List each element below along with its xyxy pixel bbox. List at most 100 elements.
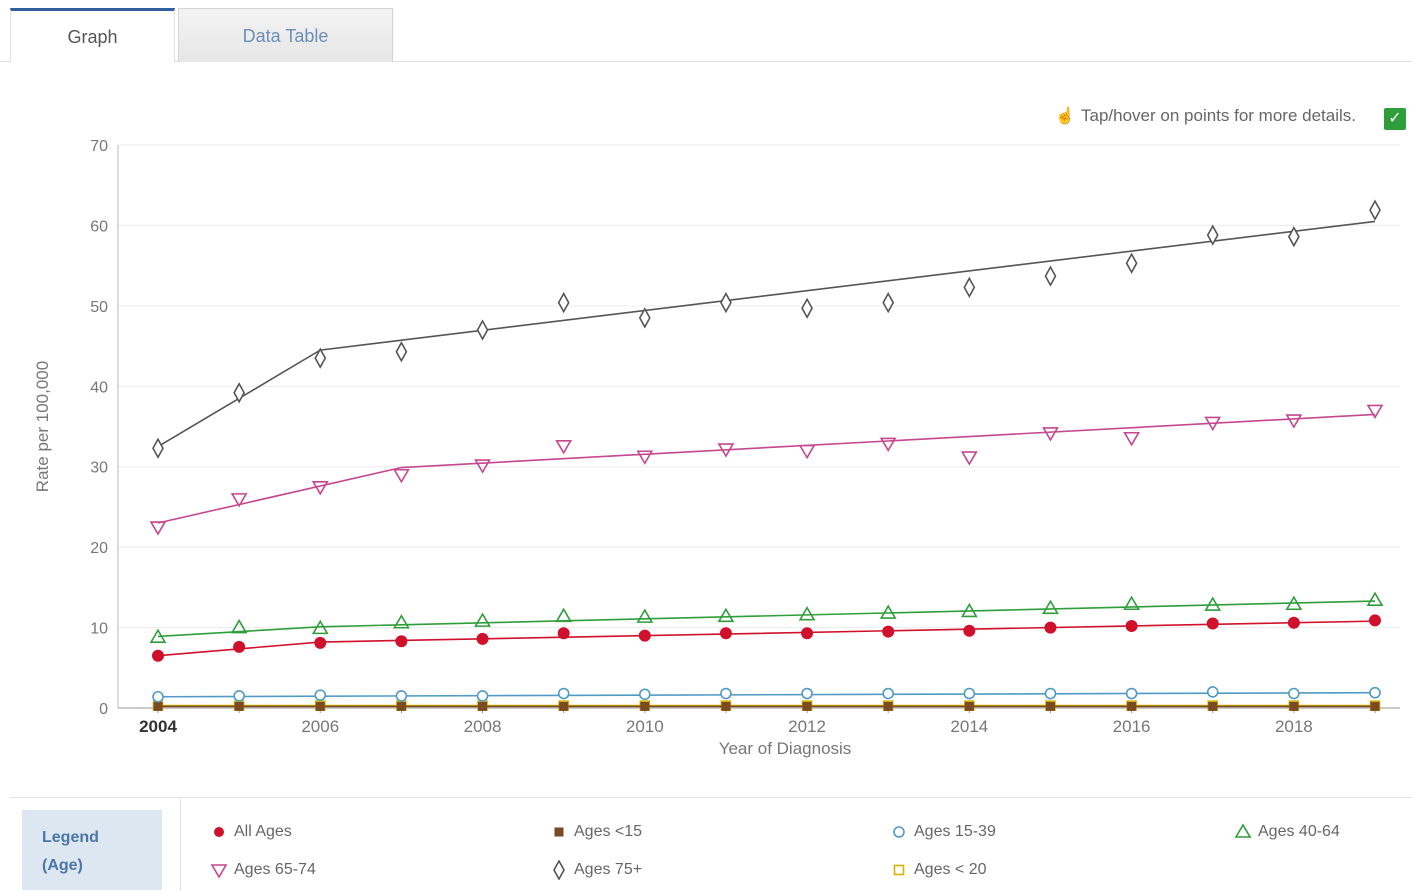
data-point-ages-15-39 (638, 688, 651, 701)
data-point-ages-40-64 (230, 618, 248, 634)
data-point-all-ages (1369, 614, 1381, 627)
data-point-ages-65-74 (960, 451, 978, 466)
legend-item-ages-15-39[interactable]: Ages 15-39 (890, 822, 996, 842)
data-point-ages-15-39 (1369, 686, 1381, 699)
data-point-ages-15-39 (233, 690, 245, 702)
y-tick-label: 0 (99, 701, 108, 718)
legend-marker-icon (214, 827, 224, 837)
x-tick-label: 2006 (301, 717, 339, 736)
data-point-ages-15-39 (720, 687, 732, 700)
data-point-ages-75 (1287, 226, 1300, 248)
legend-item-label: Ages 15-39 (914, 823, 996, 840)
data-point-ages-15 (478, 701, 488, 711)
legend-marker-icon (553, 860, 565, 880)
data-point-ages-40-64 (555, 607, 573, 623)
legend: Legend (Age) All Ages Ages <15 Ages 15-39 A… (10, 797, 1412, 891)
data-point-ages-40-64 (798, 606, 816, 621)
data-point-ages-40-64 (717, 607, 735, 623)
legend-marker-icon (210, 864, 228, 879)
tab-data-table[interactable]: Data Table (178, 8, 393, 62)
legend-title-line1: Legend (42, 829, 99, 846)
data-point-ages-75 (395, 341, 408, 363)
data-point-ages-15-39 (1044, 687, 1057, 700)
data-point-ages-40-64 (1042, 599, 1059, 615)
data-point-ages-65-74 (798, 444, 816, 460)
data-point-ages-65-74 (474, 459, 491, 474)
legend-item-label: Ages 65-74 (234, 861, 316, 878)
data-point-ages-75 (1206, 224, 1219, 246)
x-axis-title: Year of Diagnosis (719, 739, 852, 758)
data-point-ages-40-64 (879, 604, 897, 619)
data-point-all-ages (233, 640, 246, 653)
data-point-ages-15-39 (801, 687, 813, 700)
data-point-ages-40-64 (311, 619, 329, 635)
x-tick-label: 2016 (1113, 717, 1151, 736)
legend-title: Legend (Age) (22, 810, 162, 890)
data-point-all-ages (801, 627, 814, 640)
data-point-ages-75 (233, 382, 246, 404)
legend-marker-icon (893, 826, 905, 838)
x-tick-label: 2014 (950, 717, 988, 736)
data-point-all-ages (719, 627, 732, 640)
legend-item-ages-40-64[interactable]: Ages 40-64 (1234, 822, 1340, 842)
data-point-ages-65-74 (1285, 414, 1303, 429)
data-point-ages-15 (1045, 701, 1055, 711)
data-point-all-ages (638, 629, 651, 642)
y-tick-label: 10 (90, 621, 108, 638)
legend-item-label: All Ages (234, 823, 292, 840)
data-point-ages-15 (1127, 701, 1137, 711)
tab-graph[interactable]: Graph (10, 8, 175, 62)
checkbox-toggle[interactable]: ✓ (1384, 108, 1406, 130)
legend-item-ages-65-74[interactable]: Ages 65-74 (210, 860, 316, 880)
data-point-ages-15 (1289, 701, 1299, 711)
data-point-ages-15 (640, 701, 650, 711)
y-tick-label: 60 (90, 218, 108, 235)
legend-item-all-ages[interactable]: All Ages (210, 822, 292, 842)
data-point-ages-15-39 (476, 690, 489, 702)
data-point-ages-40-64 (1366, 591, 1384, 607)
line-chart: 0 10 20 30 40 50 60 70 2004 2006 2008 2010 2012 2014 2… (33, 138, 1400, 758)
data-point-ages-75 (638, 307, 651, 329)
x-tick-label: 2012 (788, 717, 826, 736)
data-point-all-ages (1044, 621, 1057, 634)
data-point-ages-15-39 (1206, 686, 1219, 698)
legend-title-line2: (Age) (42, 857, 83, 874)
legend-item-ages-75[interactable]: Ages 75+ (550, 860, 642, 880)
data-point-ages-75 (963, 276, 976, 299)
data-point-ages-15-39 (314, 689, 327, 701)
trend-line-ages-65-74 (157, 413, 1376, 524)
data-point-ages-65-74 (1204, 416, 1222, 432)
data-point-ages-15 (234, 701, 244, 711)
y-tick-label: 30 (90, 460, 108, 477)
y-axis-title: Rate per 100,000 (33, 361, 52, 492)
data-point-ages-15 (396, 701, 406, 711)
data-point-ages-65-74 (311, 481, 329, 496)
data-point-all-ages (1287, 616, 1300, 629)
data-point-all-ages (963, 624, 976, 637)
data-point-ages-75 (1044, 265, 1057, 287)
data-point-ages-65-74 (149, 521, 167, 536)
trend-line-ages-40-64 (157, 600, 1376, 638)
tab-bar-divider (0, 61, 1412, 62)
data-point-ages-40-64 (474, 612, 491, 627)
legend-item-label: Ages 75+ (574, 861, 643, 878)
data-point-ages-15 (1208, 701, 1218, 711)
data-point-ages-40-64 (636, 608, 654, 623)
legend-item-label: Ages <15 (574, 823, 643, 840)
data-point-ages-15-39 (963, 687, 976, 700)
data-point-all-ages (1125, 619, 1138, 632)
legend-divider (180, 798, 181, 891)
data-point-ages-15 (559, 701, 569, 711)
x-tick-label: 2010 (626, 717, 664, 736)
data-point-ages-75 (801, 297, 813, 319)
y-tick-label: 70 (90, 138, 108, 155)
data-point-ages-40-64 (393, 614, 410, 629)
legend-item-ages-20[interactable]: Ages < 20 (890, 860, 987, 880)
legend-marker-icon (1234, 823, 1252, 838)
legend-marker-icon (554, 827, 564, 837)
data-point-ages-40-64 (960, 602, 978, 618)
data-point-ages-15 (883, 701, 893, 711)
legend-item-ages-15[interactable]: Ages <15 (550, 822, 642, 842)
data-point-all-ages (476, 632, 489, 645)
data-point-ages-40-64 (1123, 595, 1140, 611)
